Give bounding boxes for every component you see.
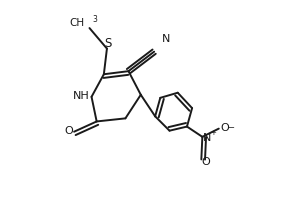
Text: O: O [65, 126, 73, 136]
Text: N: N [203, 134, 212, 144]
Text: 3: 3 [93, 15, 97, 24]
Text: S: S [104, 37, 112, 50]
Text: N: N [162, 34, 170, 44]
Text: −: − [228, 123, 235, 132]
Text: O: O [201, 157, 210, 167]
Text: CH: CH [69, 18, 84, 28]
Text: +: + [210, 130, 216, 136]
Text: NH: NH [73, 91, 90, 101]
Text: O: O [221, 123, 229, 133]
